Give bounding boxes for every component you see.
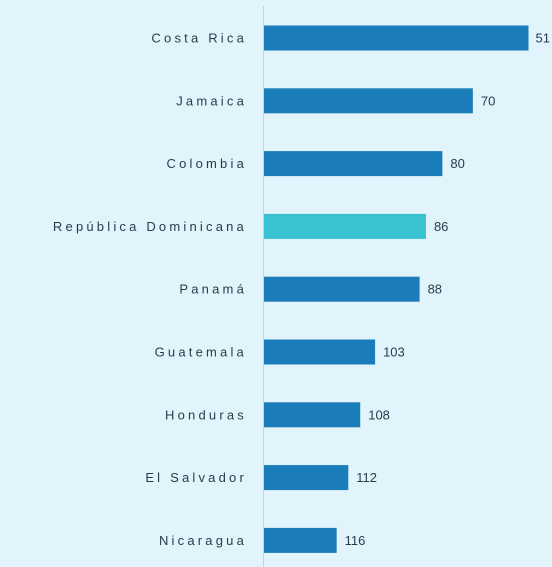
- category-label-colombia: Colombia: [166, 156, 247, 171]
- value-label-republica-dominicana: 86: [434, 219, 448, 234]
- value-label-nicaragua: 116: [345, 533, 366, 548]
- category-label-el-salvador: El Salvador: [145, 470, 247, 485]
- value-labels: 51 70 80 86 88 103 108 112 116: [345, 31, 550, 548]
- category-label-costa-rica: Costa Rica: [151, 31, 247, 46]
- value-label-jamaica: 70: [481, 93, 495, 108]
- category-label-guatemala: Guatemala: [155, 345, 247, 360]
- value-label-costa-rica: 51: [536, 31, 550, 46]
- bar-honduras: [263, 402, 361, 428]
- value-label-guatemala: 103: [383, 345, 405, 360]
- bar-costa-rica: [263, 25, 529, 51]
- bar-colombia: [263, 151, 443, 177]
- category-label-republica-dominicana: República Dominicana: [53, 219, 247, 234]
- value-label-colombia: 80: [450, 156, 464, 171]
- bar-republica-dominicana: [263, 213, 426, 239]
- category-label-nicaragua: Nicaragua: [159, 533, 247, 548]
- value-label-panama: 88: [428, 282, 442, 297]
- bar-guatemala: [263, 339, 376, 365]
- category-label-panama: Panamá: [179, 282, 247, 297]
- category-labels: Costa Rica Jamaica Colombia República Domin…: [53, 31, 247, 548]
- bar-jamaica: [263, 88, 473, 114]
- value-label-honduras: 108: [368, 407, 390, 422]
- category-label-honduras: Honduras: [165, 407, 247, 422]
- category-label-jamaica: Jamaica: [176, 93, 247, 108]
- bar-panama: [263, 276, 420, 302]
- bar-el-salvador: [263, 465, 349, 491]
- bars-layer: [263, 25, 529, 553]
- bar-nicaragua: [263, 527, 337, 553]
- value-label-el-salvador: 112: [356, 470, 377, 485]
